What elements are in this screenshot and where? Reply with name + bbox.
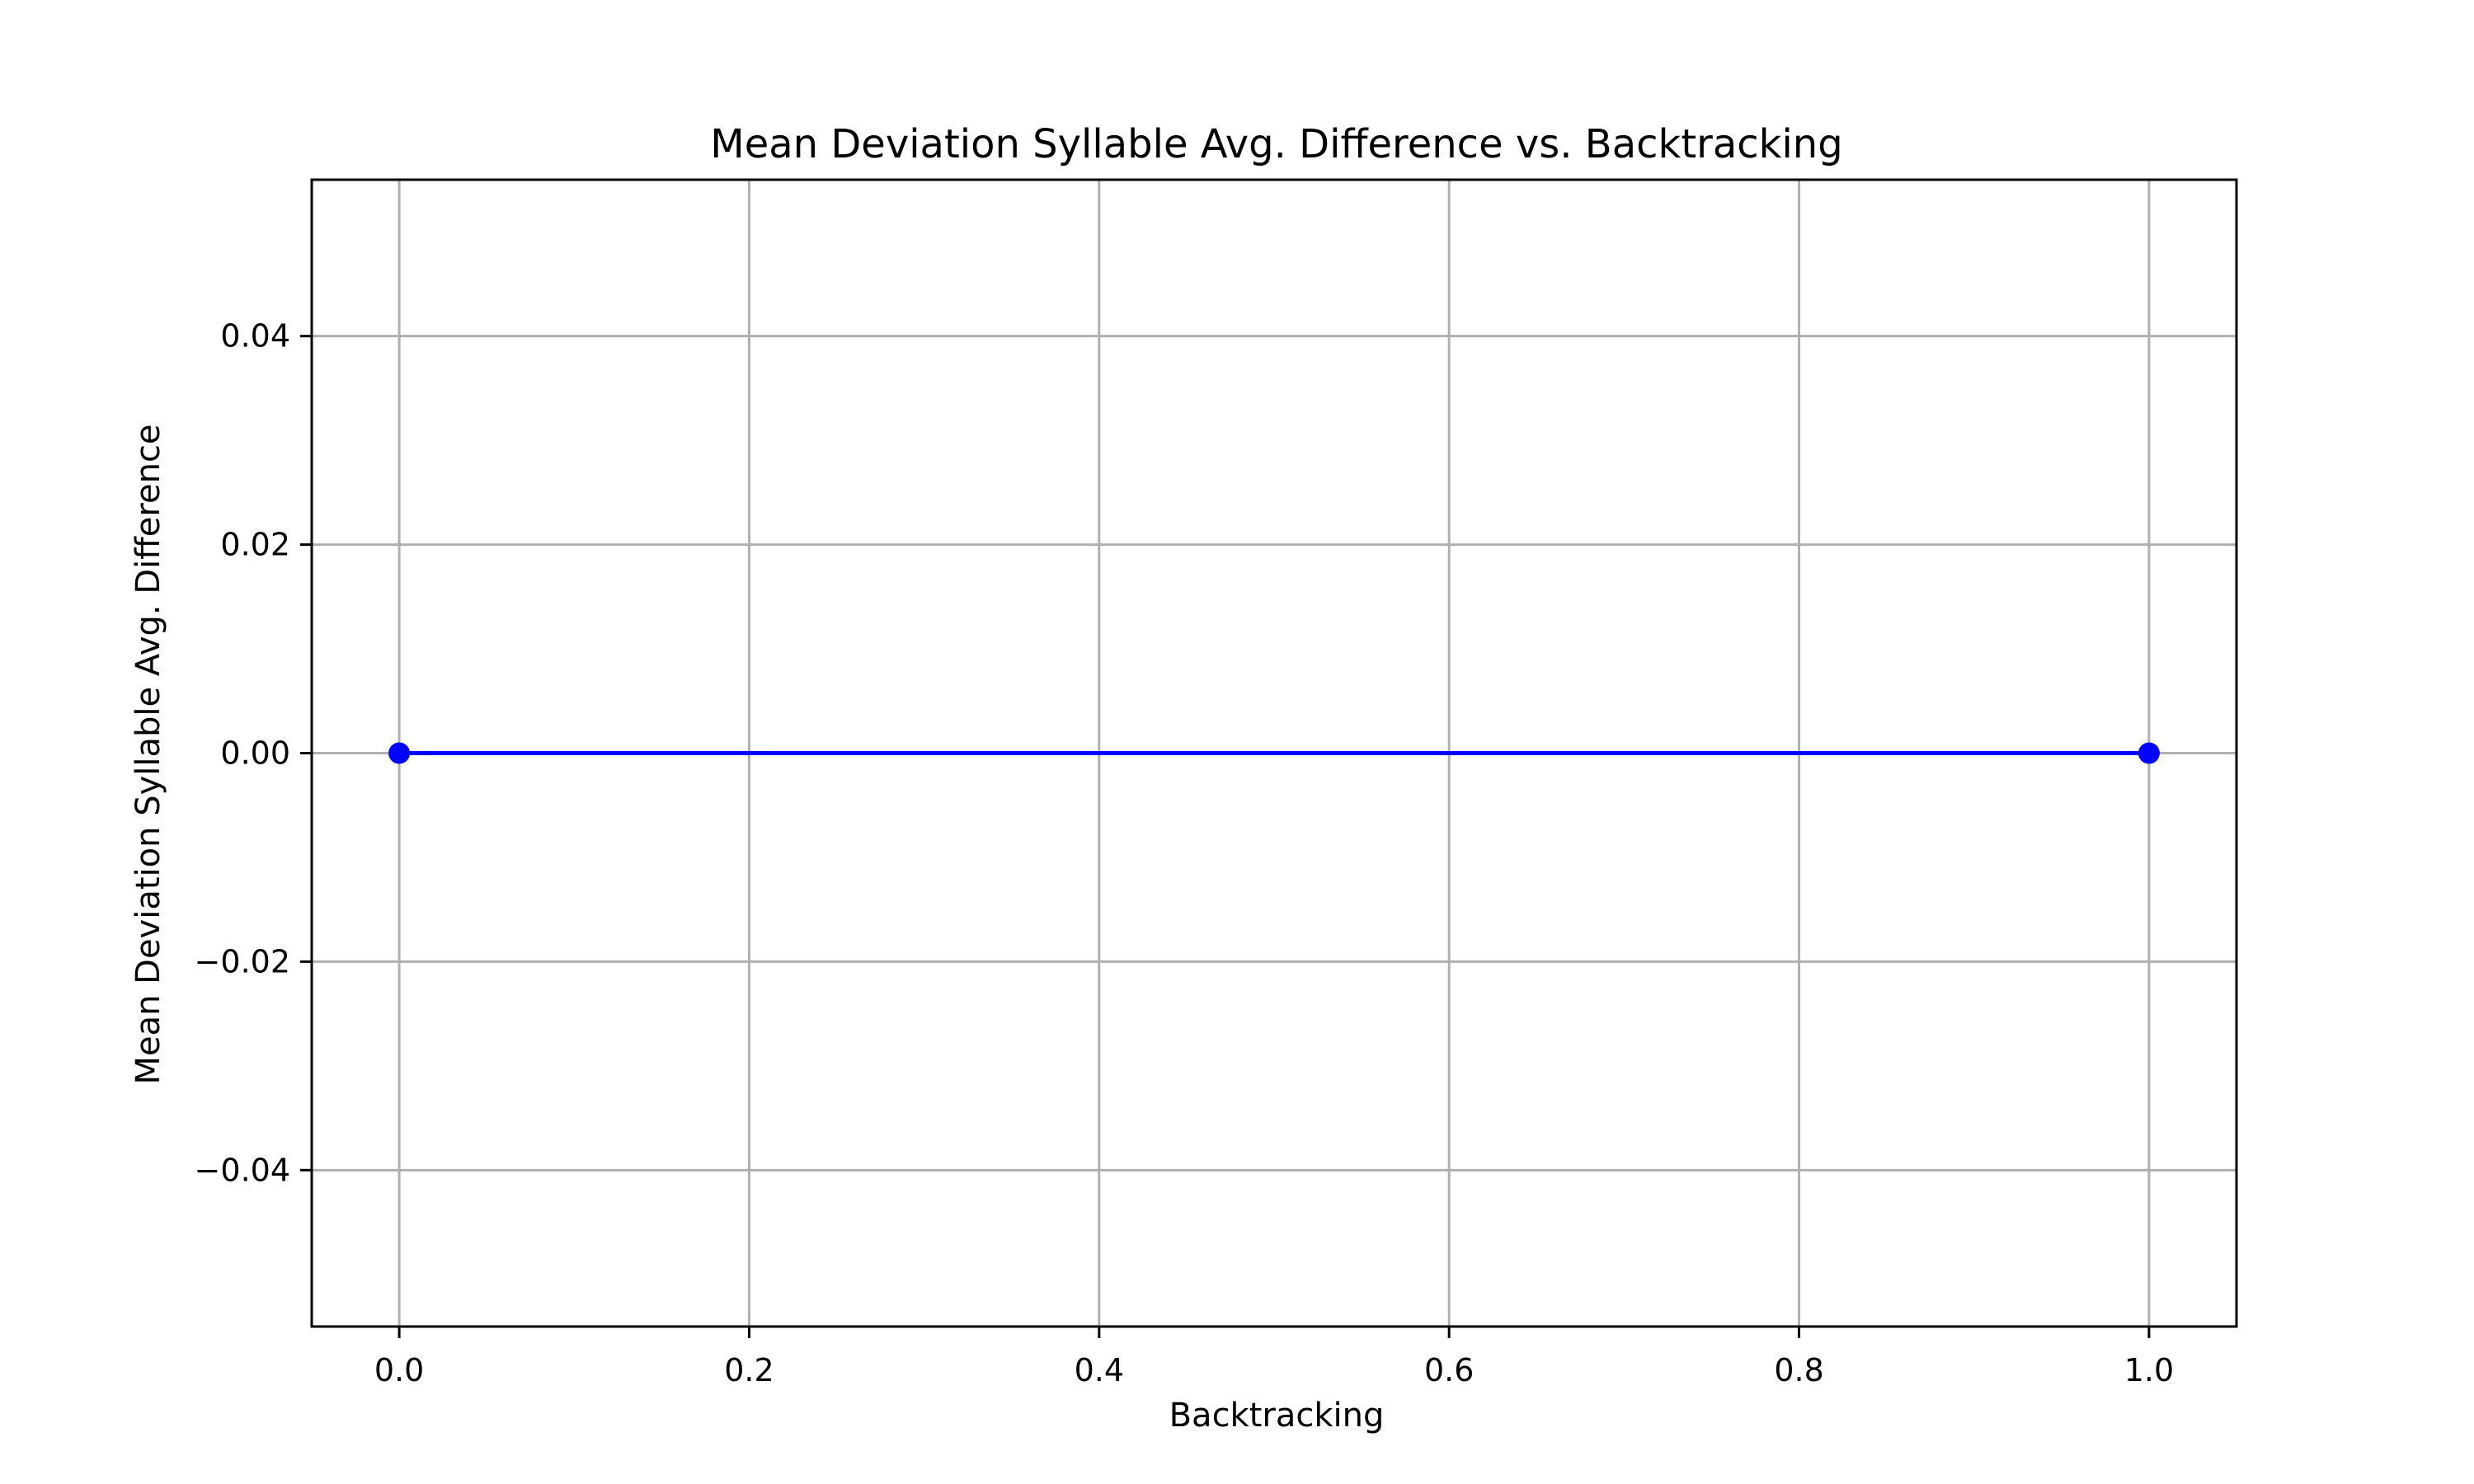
x-tick-label: 0.4 (1075, 1352, 1124, 1388)
x-tick-label: 0.2 (724, 1352, 774, 1388)
x-tick-label: 0.0 (374, 1352, 424, 1388)
x-tick-label: 0.8 (1774, 1352, 1823, 1388)
y-tick-label: −0.02 (195, 943, 290, 979)
y-tick-label: 0.04 (220, 318, 290, 355)
series-layer (388, 742, 2160, 764)
chart-title: Mean Deviation Syllable Avg. Difference … (710, 121, 1842, 167)
x-tick-label: 1.0 (2124, 1352, 2174, 1388)
y-axis-label: Mean Deviation Syllable Avg. Difference (129, 424, 167, 1084)
y-tick-label: 0.02 (220, 527, 290, 563)
data-point (2138, 742, 2160, 764)
data-point (388, 742, 411, 764)
tick-layer: 0.0 0.2 0.4 0.6 0.8 1.0 −0.04 −0.02 0.00 0.02 0.04 (195, 318, 2175, 1388)
x-axis-label: Backtracking (1169, 1397, 1385, 1435)
y-tick-label: −0.04 (195, 1152, 290, 1188)
y-tick-label: 0.00 (220, 735, 290, 772)
x-tick-label: 0.6 (1424, 1352, 1474, 1388)
